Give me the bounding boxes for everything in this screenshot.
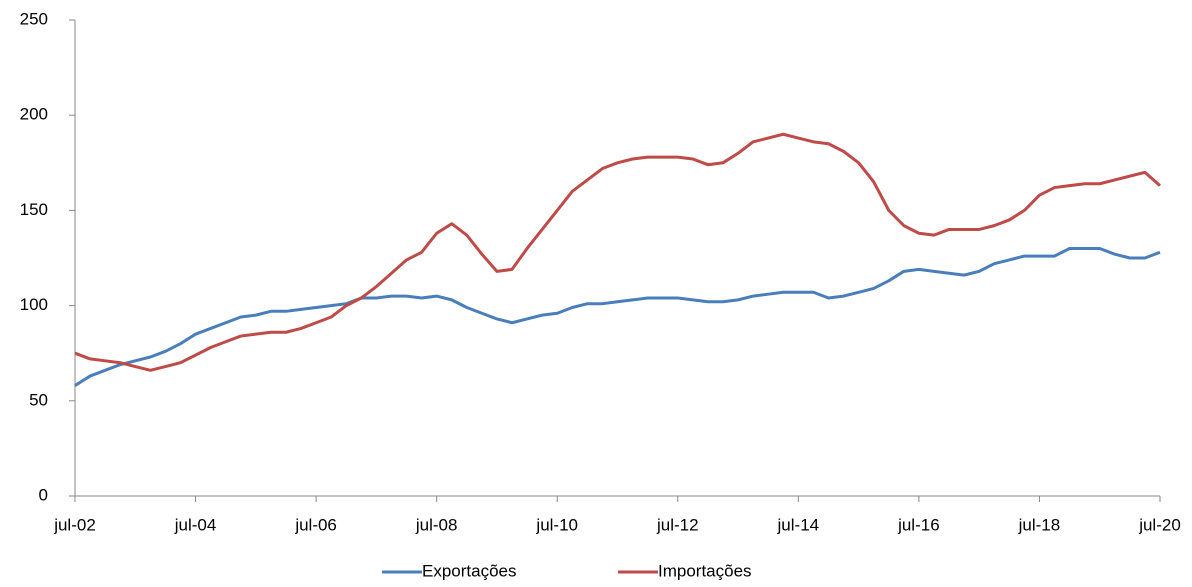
y-tick-label: 50 [29, 390, 48, 409]
x-tick-label: jul-16 [897, 515, 940, 534]
x-tick-label: jul-10 [535, 515, 578, 534]
x-tick-label: jul-18 [1018, 515, 1061, 534]
x-tick-label: jul-08 [415, 515, 458, 534]
x-tick-label: jul-04 [174, 515, 217, 534]
x-tick-label: jul-02 [53, 515, 96, 534]
x-tick-label: jul-14 [777, 515, 820, 534]
y-tick-label: 250 [20, 9, 48, 28]
y-tick-label: 100 [20, 295, 48, 314]
line-series [74, 132, 1161, 372]
y-tick-label: 200 [20, 105, 48, 124]
x-tick-label: jul-20 [1138, 515, 1181, 534]
legend-label: Exportações [422, 561, 517, 580]
x-tick-label: jul-12 [656, 515, 699, 534]
y-tick-label: 0 [39, 485, 48, 504]
legend-label: Importações [658, 561, 752, 580]
y-tick-label: 150 [20, 200, 48, 219]
x-tick-label: jul-06 [294, 515, 337, 534]
line-series [74, 246, 1161, 387]
